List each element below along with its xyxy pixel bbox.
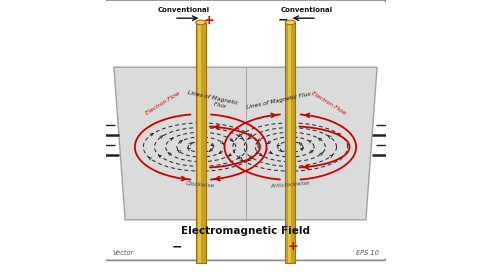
- Text: Electron Flow: Electron Flow: [310, 91, 346, 116]
- FancyBboxPatch shape: [104, 0, 387, 260]
- Text: Lines of Magnetic
         Flux: Lines of Magnetic Flux: [186, 90, 238, 111]
- Text: −: −: [172, 241, 182, 253]
- Polygon shape: [114, 67, 377, 220]
- Text: +: +: [203, 14, 214, 27]
- Text: Electromagnetic Field: Electromagnetic Field: [181, 226, 310, 236]
- Text: −: −: [277, 14, 288, 27]
- Bar: [288, 22, 291, 263]
- Text: Lines of Magnetic Flux: Lines of Magnetic Flux: [246, 92, 312, 110]
- Bar: [285, 22, 296, 263]
- Text: Conventional: Conventional: [281, 8, 333, 13]
- Text: Vector: Vector: [112, 250, 134, 256]
- Text: EPS 10: EPS 10: [355, 250, 379, 256]
- Bar: [195, 22, 206, 263]
- Text: Conventional: Conventional: [158, 8, 210, 13]
- Text: +: +: [288, 241, 299, 253]
- Ellipse shape: [285, 20, 296, 25]
- Text: Clockwise: Clockwise: [186, 181, 216, 188]
- Bar: [198, 22, 201, 263]
- Text: Anticlockwise: Anticlockwise: [270, 181, 310, 189]
- Ellipse shape: [195, 20, 206, 25]
- Text: Electron Flow: Electron Flow: [145, 91, 181, 116]
